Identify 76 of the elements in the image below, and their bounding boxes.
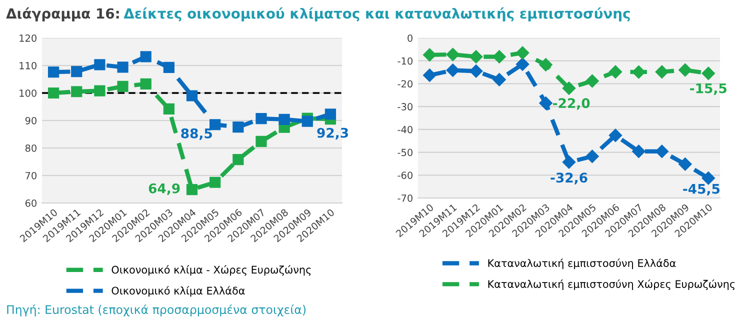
y-tick-label: 80 — [25, 144, 36, 152]
legend-label: Οικονομικό κλίμα Ελλάδα — [112, 286, 245, 297]
chart-title: Διάγραμμα 16: Δείκτες οικονομικού κλίματος και καταναλωτικής εμπιστοσύνης — [6, 7, 630, 22]
point — [423, 48, 436, 62]
point — [539, 96, 552, 110]
point — [539, 58, 552, 72]
point — [140, 78, 152, 90]
point — [469, 64, 483, 78]
y-tick-label: 0 — [408, 34, 412, 42]
annotation: -15,5 — [690, 83, 726, 95]
point — [210, 176, 221, 188]
point — [48, 66, 60, 78]
point — [562, 82, 576, 95]
y-tick-label: 70 — [26, 172, 36, 180]
y-tick-label: -70 — [398, 194, 412, 202]
y-tick-label: -50 — [398, 148, 412, 156]
legend-label: Καταναλωτική εμπιστοσύνη Χώρες Ευρωζώνης — [488, 279, 735, 290]
point — [256, 136, 267, 147]
point — [140, 51, 152, 62]
y-tick-label: -60 — [398, 172, 412, 179]
y-tick-label: -40 — [398, 126, 412, 134]
y-tick-label: 100 — [20, 89, 36, 97]
point — [632, 65, 646, 79]
point — [423, 68, 436, 82]
annotation: -45,5 — [683, 184, 720, 196]
legend-label: Καταναλωτική εμπιστοσύνη Ελλάδα — [488, 258, 676, 270]
text: Πηγή: Eurostat (εποχικά προσαρμοσμένα στοιχεία) — [7, 304, 306, 316]
point — [655, 144, 669, 158]
annotation: 88,5 — [181, 128, 212, 140]
point — [71, 86, 82, 98]
point — [232, 122, 244, 133]
annotation: -22,0 — [553, 98, 590, 110]
y-tick-label: -10 — [398, 57, 412, 65]
point — [324, 108, 336, 120]
point — [632, 144, 646, 158]
point — [186, 90, 198, 102]
point — [608, 128, 622, 142]
point — [163, 103, 174, 115]
point — [117, 62, 128, 73]
point — [117, 80, 128, 92]
point — [94, 59, 106, 70]
point — [586, 150, 599, 163]
point — [232, 154, 244, 166]
point — [562, 156, 576, 169]
y-tick-label: 60 — [25, 199, 36, 207]
point — [48, 87, 60, 99]
point — [302, 116, 313, 127]
point — [256, 113, 267, 124]
y-tick-label: -30 — [398, 103, 412, 110]
point — [469, 50, 483, 64]
point — [586, 74, 599, 88]
point — [516, 46, 530, 60]
point — [516, 58, 530, 71]
point — [446, 48, 460, 62]
point — [94, 85, 106, 96]
y-tick-label: -20 — [398, 80, 412, 88]
annotation: 64,9 — [148, 183, 180, 196]
point — [446, 64, 460, 77]
point — [608, 65, 622, 78]
point — [655, 65, 669, 78]
point — [163, 62, 174, 73]
point — [71, 66, 82, 78]
annotation: 92,3 — [317, 128, 348, 140]
y-tick-label: 110 — [20, 62, 36, 70]
y-tick-label: 120 — [20, 34, 36, 42]
point — [678, 63, 692, 77]
point — [702, 172, 715, 185]
point — [278, 114, 290, 125]
point — [492, 73, 506, 86]
annotation: -32,6 — [550, 172, 588, 184]
legend-label: Οικονομικό κλίμα - Χώρες Ευρωζώνης — [112, 265, 311, 276]
point — [678, 158, 692, 171]
y-tick-label: 90 — [25, 116, 36, 124]
point — [186, 184, 198, 196]
point — [492, 50, 506, 64]
point — [702, 66, 715, 80]
